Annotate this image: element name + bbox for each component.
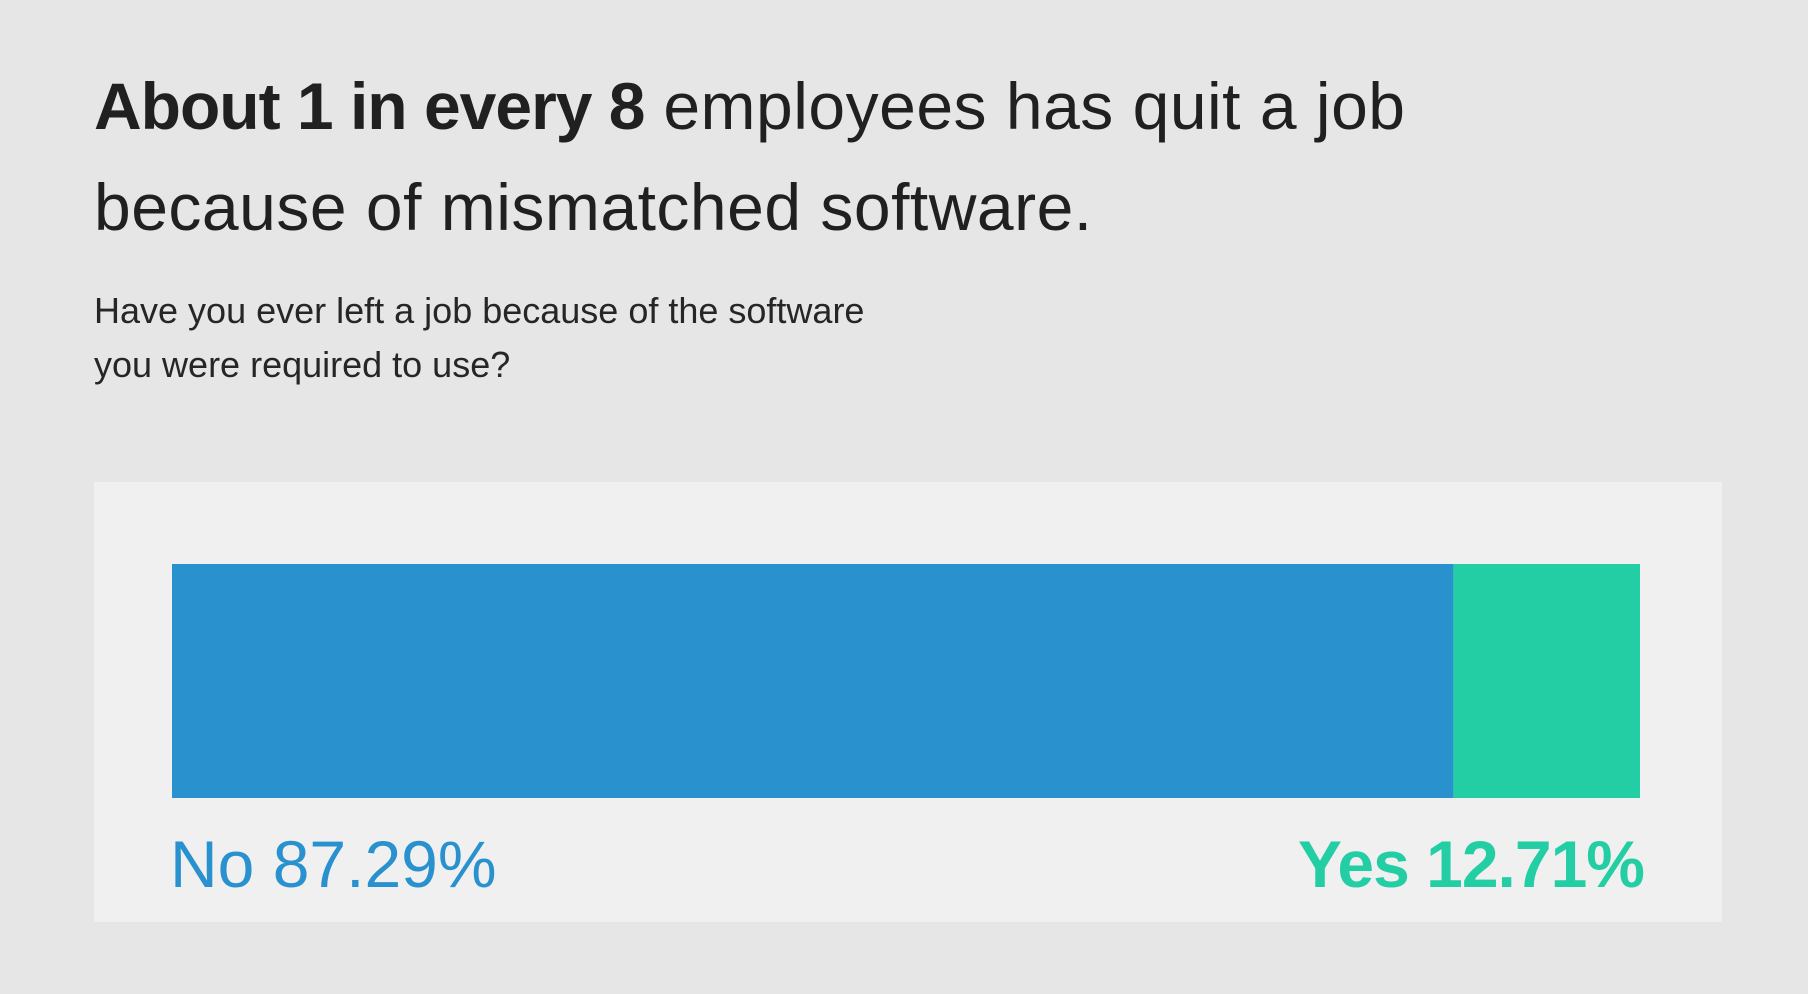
stacked-bar-chart: No 87.29% Yes 12.71% [170, 564, 1645, 901]
headline: About 1 in every 8 employees has quit a … [94, 56, 1594, 258]
headline-emphasis: About 1 in every 8 [94, 69, 646, 143]
survey-question: Have you ever left a job because of the … [94, 284, 994, 392]
headline-rest: employees has quit a job because of mism… [94, 69, 1406, 244]
value-label-yes: Yes 12.71% [1298, 827, 1644, 901]
value-label-no: No 87.29% [170, 827, 497, 901]
bar-segment-yes [1453, 564, 1640, 798]
survey-question-line-1: Have you ever left a job because of the … [94, 290, 865, 331]
survey-question-line-2: you were required to use? [94, 344, 511, 385]
chart-panel: No 87.29% Yes 12.71% [94, 482, 1722, 922]
bar-segment-no [172, 564, 1454, 798]
